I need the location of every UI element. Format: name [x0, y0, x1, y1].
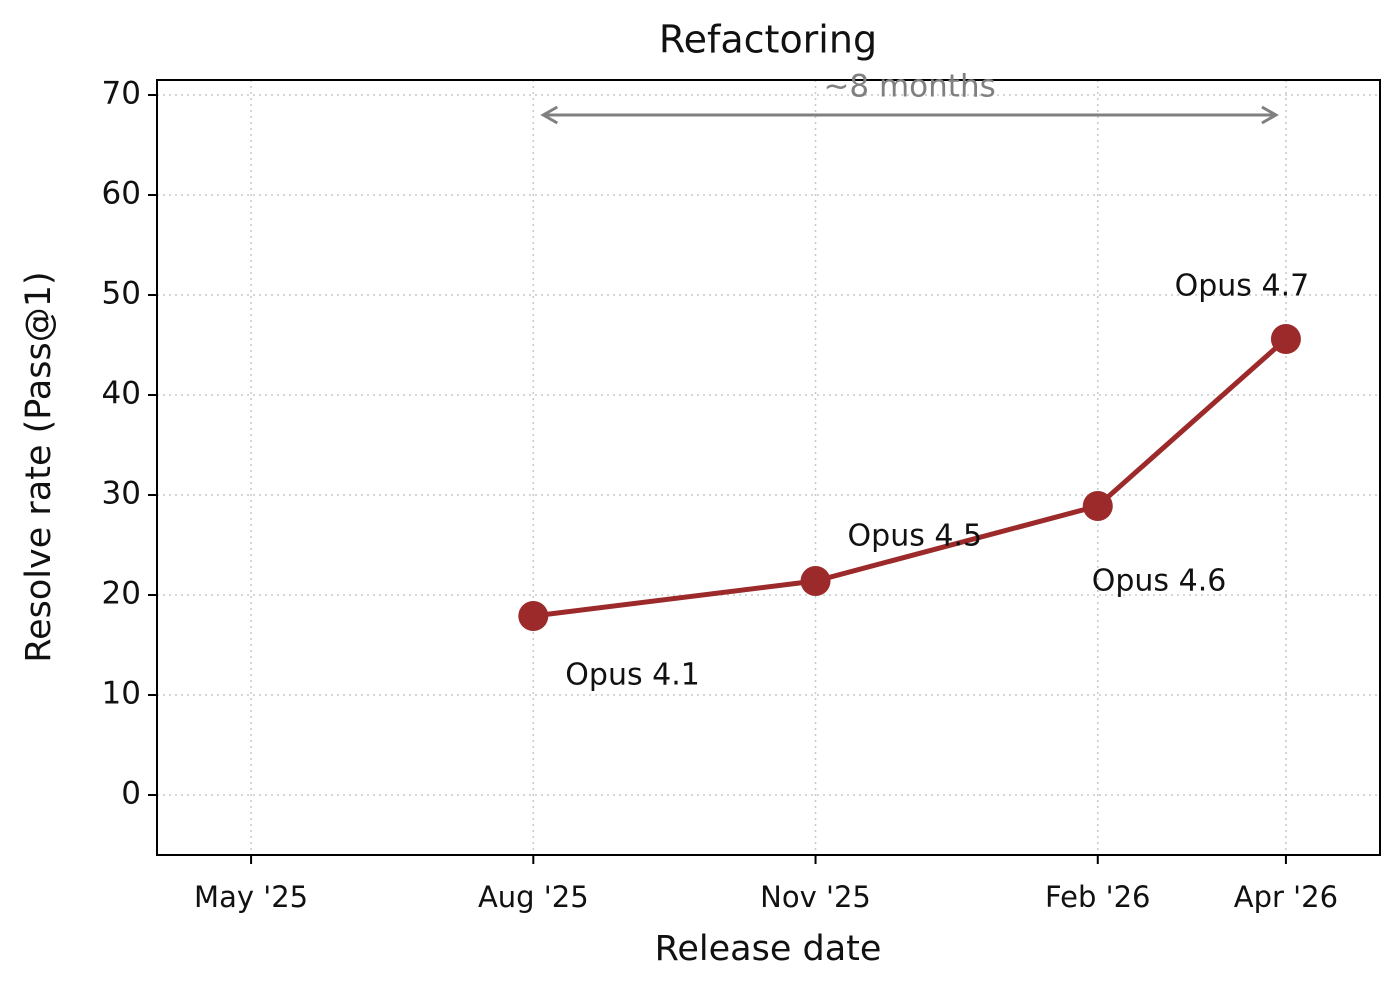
point-label: Opus 4.7	[1175, 269, 1310, 304]
point-label: Opus 4.1	[565, 658, 700, 693]
data-point	[1082, 491, 1113, 521]
series-line	[533, 337, 1288, 619]
x-tick-label: Aug '25	[478, 880, 589, 914]
arrow-head	[540, 105, 559, 125]
y-tick-label: 0	[121, 776, 141, 812]
x-tick-label: Feb '26	[1045, 880, 1150, 914]
data-point	[1270, 324, 1301, 354]
y-tick-label: 30	[102, 476, 141, 512]
x-axis-label: Release date	[655, 929, 882, 969]
point-label: Opus 4.5	[848, 519, 983, 554]
y-tick-label: 50	[102, 276, 141, 312]
y-tick-label: 20	[102, 576, 141, 612]
x-tick-label: Nov '25	[760, 880, 871, 914]
arrow-head	[1261, 105, 1279, 125]
chart-title: Refactoring	[659, 18, 877, 62]
data-point	[800, 566, 831, 596]
y-tick-label: 70	[102, 76, 141, 112]
x-tick-label: Apr '26	[1234, 880, 1338, 914]
y-tick-label: 10	[102, 676, 141, 712]
plot-frame	[156, 79, 1381, 856]
y-axis-label: Resolve rate (Pass@1)	[19, 271, 59, 662]
data-point	[518, 601, 549, 631]
y-tick-label: 40	[102, 376, 141, 412]
annotation-text: ~8 months	[823, 69, 995, 105]
point-label: Opus 4.6	[1092, 564, 1227, 599]
x-tick-label: May '25	[194, 880, 308, 914]
y-tick-label: 60	[102, 176, 141, 212]
